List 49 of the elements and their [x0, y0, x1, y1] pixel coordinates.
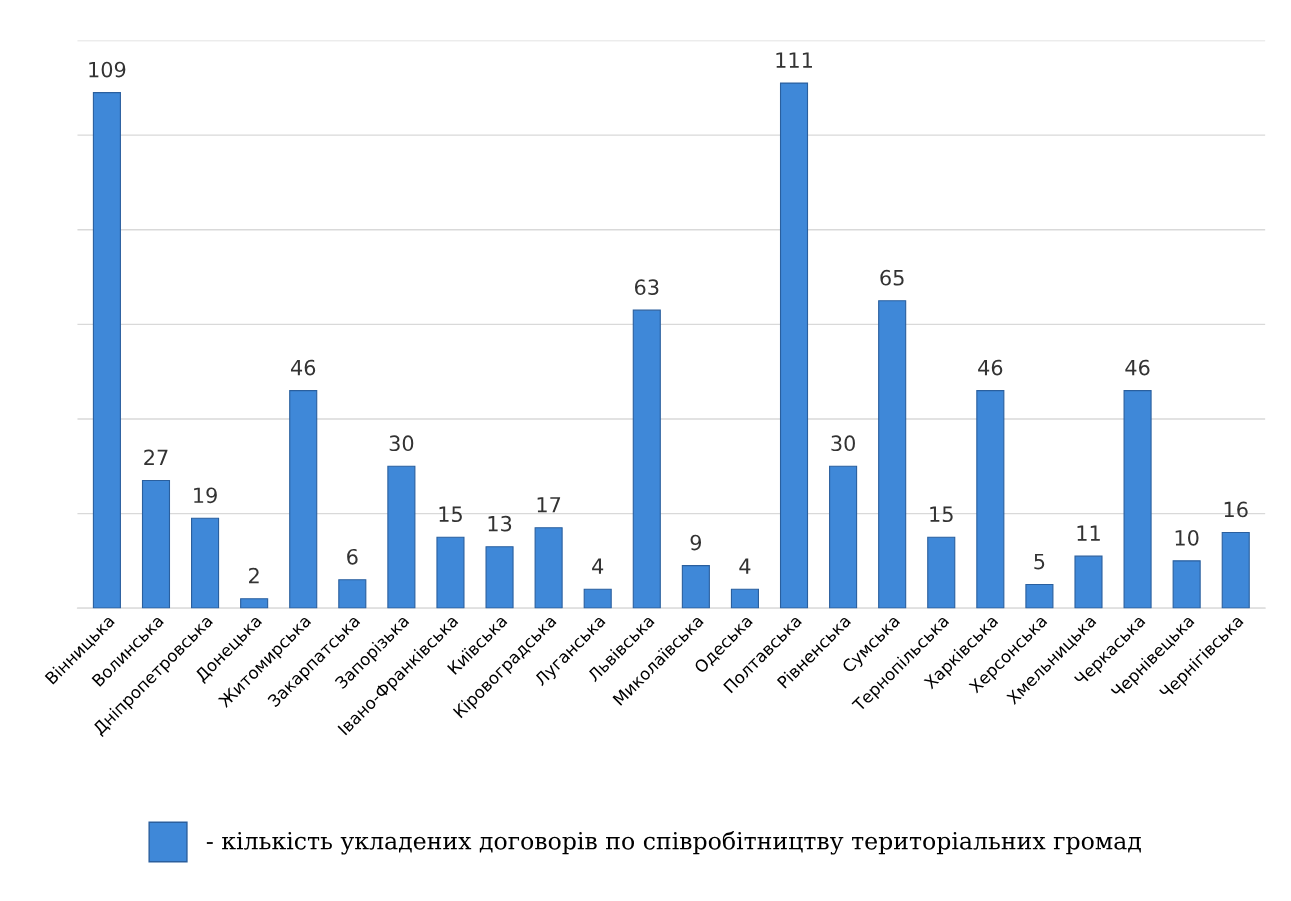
bar: [191, 517, 220, 609]
bar: [534, 527, 563, 609]
bar: [141, 479, 171, 609]
bar: [1172, 560, 1201, 609]
bar: [730, 588, 759, 609]
data-label: 5: [1034, 553, 1045, 570]
bar: [829, 465, 858, 609]
data-label: 30: [831, 435, 855, 452]
data-label: 46: [1125, 359, 1150, 376]
data-label: 30: [389, 435, 414, 452]
bar: [927, 536, 956, 609]
bar: [976, 390, 1005, 609]
data-label: 11: [1077, 525, 1100, 541]
bar: [1123, 390, 1152, 609]
bar: [387, 465, 416, 609]
data-label: 63: [634, 279, 659, 296]
bar: [436, 536, 465, 609]
bar: [632, 309, 661, 609]
data-label: 19: [194, 487, 217, 504]
data-label: 65: [880, 269, 904, 286]
bar: [338, 579, 367, 609]
data-label: 17: [537, 497, 561, 513]
data-label: 109: [89, 61, 126, 78]
bar: [1074, 555, 1103, 609]
bar: [1221, 531, 1250, 609]
data-label: 10: [1175, 529, 1199, 546]
bar: [92, 92, 121, 609]
data-label: 15: [930, 506, 953, 523]
bar: [878, 300, 907, 609]
data-label: 16: [1224, 501, 1248, 518]
bar: [681, 565, 710, 609]
data-label: 4: [592, 558, 604, 574]
data-label: 9: [690, 534, 702, 551]
data-label: 13: [488, 515, 512, 532]
data-label: 6: [347, 548, 358, 565]
bar: [779, 82, 809, 609]
bar: [240, 598, 269, 609]
data-label: 2: [249, 567, 259, 584]
bar: [583, 588, 612, 609]
data-label: 46: [290, 359, 316, 376]
bar: [1025, 583, 1054, 609]
bar: [485, 546, 514, 609]
data-label: 27: [144, 449, 168, 466]
data-label: 4: [739, 558, 751, 574]
legend-label: - кількість укладених договорів по співробітництву територіальних громад: [206, 831, 1141, 855]
data-label: 111: [776, 52, 812, 68]
data-label: 15: [439, 506, 462, 523]
data-label: 46: [978, 359, 1003, 376]
bar: [289, 390, 318, 609]
